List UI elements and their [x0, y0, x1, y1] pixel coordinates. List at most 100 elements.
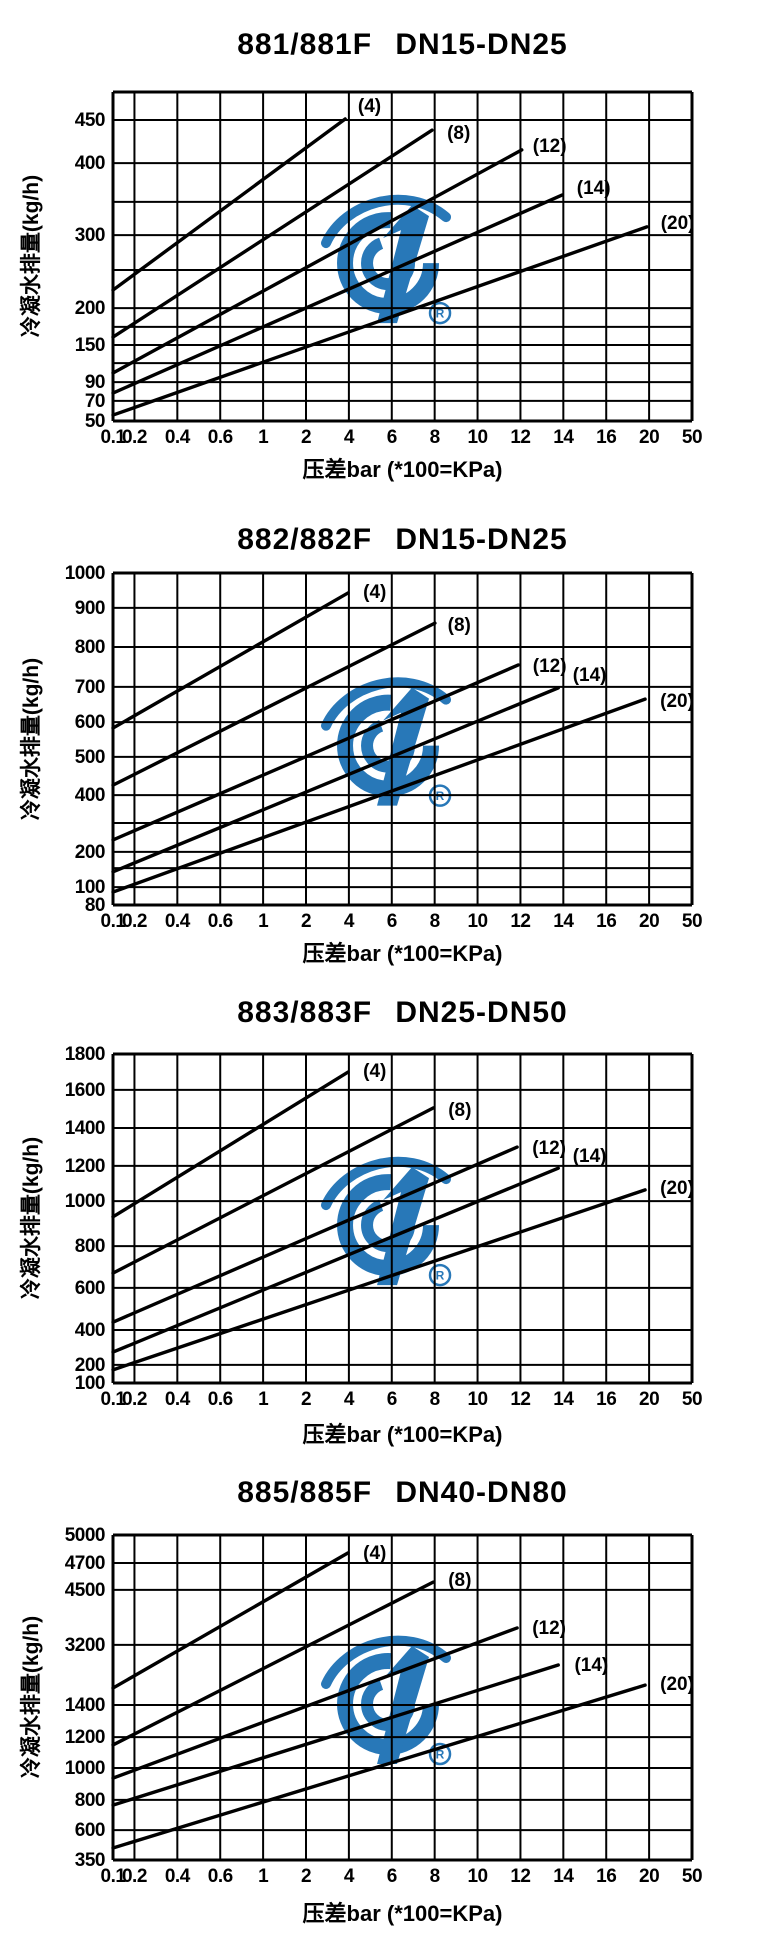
x-tick-label: 8 — [430, 1389, 440, 1410]
x-tick-label: 50 — [682, 911, 702, 932]
capacity-line-(20) — [111, 697, 647, 894]
y-tick-label: 3200 — [65, 1635, 105, 1656]
chart-title-881: 881/881F DN15-DN25 — [237, 28, 568, 61]
y-tick-label: 1200 — [65, 1156, 105, 1177]
x-tick-label: 16 — [596, 1389, 616, 1410]
x-tick-label: 0.2 — [122, 911, 147, 932]
chart-plot-3: R0.10.2 0.4 0.6 1 2 4 6 8 10 12 14 16 20 505000470045… — [65, 1525, 703, 1887]
x-grid-and-ticks: 0.10.2 0.4 0.6 1 2 4 6 8 10 12 14 16 20 50 — [101, 573, 703, 932]
y-tick-label: 400 — [75, 1320, 105, 1341]
x-tick-label: 12 — [510, 1866, 530, 1887]
x-tick-label: 12 — [510, 1389, 530, 1410]
y-tick-label: 1600 — [65, 1080, 105, 1101]
y-tick-label: 50 — [85, 411, 105, 432]
x-tick-label: 20 — [639, 1389, 659, 1410]
x-tick-label: 0.4 — [165, 1389, 191, 1410]
y-tick-label: 90 — [85, 372, 105, 393]
logo-swoosh-arc — [321, 1635, 452, 1689]
y-grid-and-ticks: 5000 4700 4500 3200 1400 1200 1000 800 600 350 — [65, 1525, 692, 1871]
y-tick-label: 800 — [75, 1790, 105, 1811]
x-tick-label: 6 — [387, 911, 397, 932]
capacity-lines: (4) (8) (12) (14) (20) — [111, 1061, 694, 1372]
y-tick-label: 150 — [75, 335, 105, 356]
capacity-line-label-(12): (12) — [532, 1618, 566, 1639]
y-tick-label: 300 — [75, 225, 105, 246]
capacity-lines: (4) (8) (12) (14) (20) — [111, 582, 694, 894]
capacity-line-label-(4): (4) — [363, 1543, 386, 1564]
x-tick-label: 2 — [301, 427, 311, 448]
capacity-line-label-(12): (12) — [532, 1138, 566, 1159]
y-tick-label: 400 — [75, 785, 105, 806]
capacity-line-label-(20): (20) — [660, 1674, 694, 1695]
capacity-line-(12) — [111, 1626, 519, 1780]
y-tick-label: 1000 — [65, 1191, 105, 1212]
x-tick-label: 0.2 — [122, 1866, 147, 1887]
capacity-line-(20) — [111, 225, 649, 417]
y-tick-label: 1800 — [65, 1044, 105, 1065]
registered-mark-letter: R — [436, 1269, 445, 1283]
capacity-line-(8) — [111, 128, 434, 339]
chart-title-882: 882/882F DN15-DN25 — [237, 523, 568, 556]
y-tick-label: 600 — [75, 712, 105, 733]
x-tick-label: 6 — [387, 427, 397, 448]
x-tick-label: 4 — [344, 911, 355, 932]
x-tick-label: 50 — [682, 427, 702, 448]
capacity-line-(8) — [111, 621, 437, 787]
brand-logo-watermark: R — [321, 677, 452, 807]
x-tick-label: 14 — [553, 1866, 574, 1887]
x-axis-title-882: 压差bar (*100=KPa) — [302, 941, 503, 966]
x-tick-label: 1 — [258, 911, 269, 932]
capacity-line-(20) — [111, 1683, 647, 1850]
y-tick-label: 80 — [85, 895, 105, 916]
y-tick-label: 400 — [75, 153, 105, 174]
capacity-line-(4) — [111, 117, 347, 292]
chart-plot-1: R0.10.2 0.4 0.6 1 2 4 6 8 10 12 14 16 20 501000900800… — [65, 563, 703, 932]
capacity-line-label-(14): (14) — [573, 665, 607, 686]
y-tick-label: 1400 — [65, 1695, 105, 1716]
capacity-line-label-(8): (8) — [448, 1570, 471, 1591]
capacity-line-(4) — [111, 1070, 350, 1219]
registered-mark-letter: R — [436, 1748, 445, 1762]
capacity-line-label-(12): (12) — [533, 656, 567, 677]
x-tick-label: 6 — [387, 1389, 397, 1410]
x-axis-title-881: 压差bar (*100=KPa) — [302, 457, 503, 482]
capacity-line-label-(4): (4) — [363, 1061, 386, 1082]
y-tick-label: 4700 — [65, 1553, 105, 1574]
capacity-line-(8) — [111, 1106, 435, 1275]
x-tick-label: 12 — [510, 427, 530, 448]
x-tick-label: 0.4 — [165, 427, 191, 448]
x-tick-label: 14 — [553, 427, 574, 448]
x-tick-label: 10 — [467, 1866, 487, 1887]
x-tick-label: 10 — [467, 911, 487, 932]
x-tick-label: 0.6 — [208, 911, 233, 932]
y-tick-label: 100 — [75, 877, 105, 898]
x-tick-label: 10 — [467, 427, 487, 448]
chart-plot-2: R0.10.2 0.4 0.6 1 2 4 6 8 10 12 14 16 20 501800160014… — [65, 1044, 703, 1410]
x-tick-label: 0.4 — [165, 1866, 191, 1887]
x-tick-label: 10 — [467, 1389, 487, 1410]
y-tick-label: 900 — [75, 598, 105, 619]
capacity-line-(14) — [111, 1663, 560, 1807]
x-tick-label: 1 — [258, 1389, 269, 1410]
y-tick-label: 500 — [75, 747, 105, 768]
capacity-line-(12) — [111, 1145, 519, 1324]
x-tick-label: 50 — [682, 1866, 702, 1887]
capacity-line-(14) — [111, 193, 565, 395]
x-tick-label: 14 — [553, 911, 574, 932]
x-tick-label: 20 — [639, 427, 659, 448]
x-tick-label: 12 — [510, 911, 530, 932]
logo-swoosh-arc — [321, 677, 452, 731]
x-tick-label: 50 — [682, 1389, 702, 1410]
y-tick-label: 4500 — [65, 1580, 105, 1601]
y-tick-label: 600 — [75, 1278, 105, 1299]
registered-mark-circle — [428, 301, 452, 325]
x-tick-label: 16 — [596, 1866, 616, 1887]
x-tick-label: 2 — [301, 1866, 311, 1887]
capacity-line-label-(20): (20) — [660, 691, 694, 712]
capacity-lines: (4) (8) (12) (14) (20) — [111, 96, 695, 417]
capacity-line-(12) — [111, 148, 524, 375]
